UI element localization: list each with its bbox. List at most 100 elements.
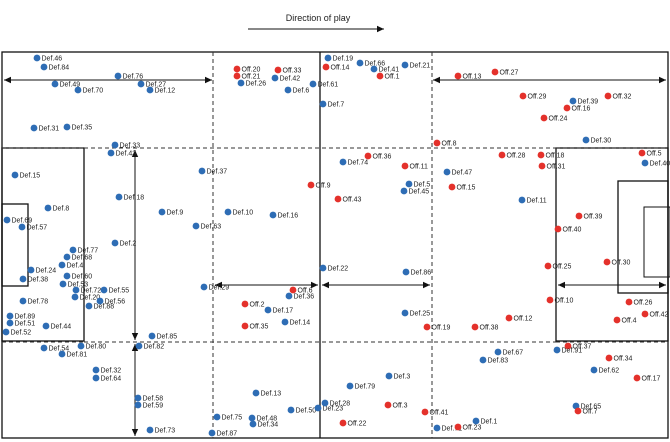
- player-marker: Def.23: [314, 404, 344, 413]
- player-marker: Def.80: [77, 342, 106, 351]
- player-marker: Off.8: [433, 139, 457, 148]
- player-marker: Off.43: [334, 195, 362, 204]
- player-label: Def.85: [157, 334, 178, 341]
- player-marker: Off.5: [638, 149, 662, 158]
- player-label: Def.39: [578, 99, 599, 106]
- player-label: Off.20: [242, 67, 261, 74]
- player-marker: Def.29: [200, 283, 229, 292]
- player-label: Off.23: [463, 425, 482, 432]
- player-label: Def.23: [323, 406, 344, 413]
- player-marker: Def.46: [33, 54, 62, 63]
- player-marker: Def.18: [115, 193, 144, 202]
- defense-player-dot: [77, 342, 85, 350]
- player-label: Off.30: [612, 260, 631, 267]
- player-marker: Def.32: [92, 366, 121, 375]
- offense-player-dot: [401, 162, 409, 170]
- player-label: Off.41: [430, 410, 449, 417]
- defense-player-dot: [11, 171, 19, 179]
- player-marker: Def.48: [248, 414, 278, 423]
- player-label: Def.14: [290, 320, 311, 327]
- offense-player-dot: [603, 258, 611, 266]
- player-label: Off.38: [480, 325, 499, 332]
- player-marker: Def.89: [6, 312, 35, 321]
- player-marker: Def.59: [134, 401, 164, 410]
- offense-player-dot: [638, 149, 646, 157]
- player-label: Def.37: [207, 169, 228, 176]
- player-label: Def.52: [11, 330, 32, 337]
- player-label: Def.57: [27, 225, 48, 232]
- player-label: Off.8: [442, 141, 457, 148]
- player-label: Off.12: [514, 316, 533, 323]
- defense-player-dot: [346, 382, 354, 390]
- player-label: Def.69: [12, 218, 33, 225]
- right-goal-box: [617, 180, 669, 294]
- player-label: Def.59: [143, 403, 164, 410]
- player-marker: Def.25: [401, 309, 430, 318]
- offense-player-dot: [274, 66, 282, 74]
- player-label: Off.3: [393, 403, 408, 410]
- right-goal-mouth: [643, 206, 670, 278]
- defense-player-dot: [51, 80, 59, 88]
- player-label: Def.63: [201, 224, 222, 231]
- defense-player-dot: [63, 123, 71, 131]
- offense-player-dot: [241, 322, 249, 330]
- player-marker: Off.6: [289, 286, 313, 295]
- defense-player-dot: [137, 80, 145, 88]
- defense-player-dot: [3, 216, 11, 224]
- player-marker: Def.83: [479, 356, 509, 365]
- player-label: Off.1: [385, 74, 400, 81]
- defense-player-dot: [285, 292, 293, 300]
- player-label: Def.5: [414, 182, 431, 189]
- player-label: Off.14: [331, 65, 350, 72]
- player-marker: Def.43: [107, 149, 136, 158]
- player-marker: Def.40: [641, 159, 670, 168]
- left-goal-box: [1, 203, 29, 287]
- defense-player-dot: [42, 322, 50, 330]
- player-label: Def.1: [481, 419, 498, 426]
- player-label: Def.31: [39, 126, 60, 133]
- player-marker: Def.69: [3, 216, 33, 225]
- defense-player-dot: [71, 293, 79, 301]
- defense-player-dot: [443, 168, 451, 176]
- player-label: Def.56: [105, 299, 126, 306]
- player-label: Def.41: [379, 67, 400, 74]
- player-marker: Off.37: [564, 342, 592, 351]
- player-marker: Def.6: [284, 86, 309, 95]
- player-marker: Def.27: [137, 80, 166, 89]
- player-label: Def.78: [28, 299, 49, 306]
- defense-player-dot: [6, 319, 14, 327]
- player-marker: Def.41: [370, 65, 400, 74]
- defense-player-dot: [58, 261, 66, 269]
- defense-player-dot: [27, 266, 35, 274]
- player-marker: Def.85: [148, 332, 178, 341]
- defense-player-dot: [200, 283, 208, 291]
- offense-player-dot: [633, 374, 641, 382]
- defense-player-dot: [400, 187, 408, 195]
- defense-player-dot: [518, 196, 526, 204]
- defense-player-dot: [213, 413, 221, 421]
- player-label: Off.22: [348, 421, 367, 428]
- player-label: Off.43: [343, 197, 362, 204]
- player-label: Def.65: [581, 404, 602, 411]
- offense-player-dot: [364, 152, 372, 160]
- offense-player-dot: [498, 151, 506, 159]
- offense-player-dot: [454, 72, 462, 80]
- defense-player-dot: [134, 394, 142, 402]
- player-label: Def.15: [20, 173, 41, 180]
- player-label: Def.30: [591, 138, 612, 145]
- player-label: Def.72: [81, 288, 102, 295]
- player-marker: Off.23: [454, 423, 482, 432]
- defense-player-dot: [198, 167, 206, 175]
- player-label: Def.70: [83, 88, 104, 95]
- player-label: Def.58: [143, 396, 164, 403]
- player-label: Off.42: [650, 312, 669, 319]
- player-label: Def.38: [28, 277, 49, 284]
- player-marker: Off.14: [322, 63, 350, 72]
- player-label: Def.36: [294, 294, 315, 301]
- player-label: Def.83: [488, 358, 509, 365]
- player-label: Off.2: [250, 302, 265, 309]
- defense-player-dot: [590, 366, 598, 374]
- defense-player-dot: [641, 159, 649, 167]
- player-marker: Def.47: [443, 168, 472, 177]
- player-label: Def.48: [257, 416, 278, 423]
